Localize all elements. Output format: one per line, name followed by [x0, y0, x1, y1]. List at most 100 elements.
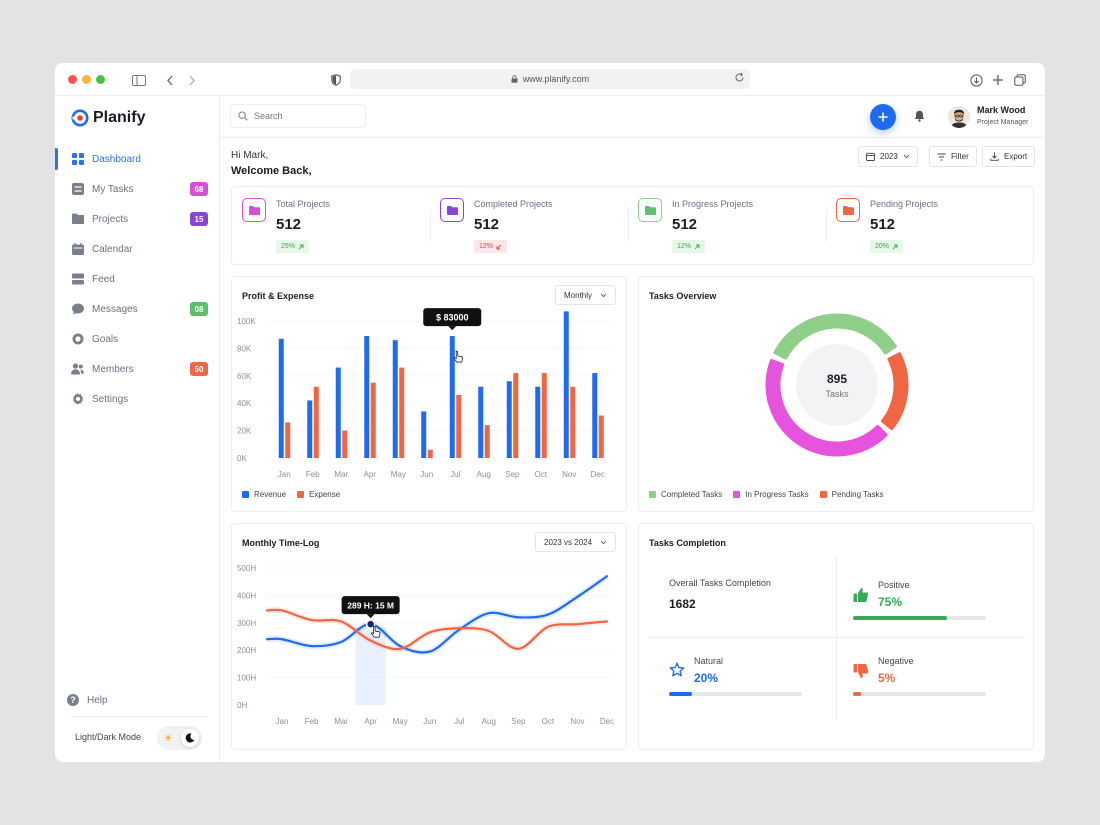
- gear-icon: [71, 392, 84, 405]
- sidebar-item-label: Dashboard: [92, 153, 141, 165]
- expense-bar[interactable]: [570, 386, 576, 458]
- search-input[interactable]: [254, 111, 354, 121]
- revenue-bar[interactable]: [506, 381, 512, 458]
- positive-label: Positive: [878, 580, 910, 590]
- in-progress-tasks-slice[interactable]: [765, 358, 888, 457]
- highlight-point[interactable]: [365, 619, 376, 629]
- bell-icon[interactable]: [914, 109, 925, 127]
- revenue-bar[interactable]: [592, 373, 598, 458]
- back-arrow-icon[interactable]: [162, 72, 178, 88]
- expense-bar[interactable]: [313, 386, 319, 458]
- stat-total-projects[interactable]: Total Projects 512 25%: [232, 187, 430, 266]
- expense-bar[interactable]: [427, 449, 433, 458]
- expense-bar[interactable]: [513, 373, 519, 458]
- theme-toggle[interactable]: ☀: [157, 726, 202, 750]
- y-tick-label: 20K: [237, 427, 252, 436]
- sidebar-item-goals[interactable]: Goals: [55, 324, 220, 354]
- shield-icon[interactable]: [328, 72, 344, 88]
- sun-icon[interactable]: ☀: [163, 732, 173, 745]
- sidebar-item-members[interactable]: Members 50: [55, 354, 220, 384]
- stat-pending-projects[interactable]: Pending Projects 512 20%: [826, 187, 1024, 266]
- stat-completed-projects[interactable]: Completed Projects 512 12%: [430, 187, 628, 266]
- hand-cursor-icon: [453, 350, 463, 363]
- download-icon[interactable]: [968, 72, 984, 88]
- tasks-icon: [71, 182, 84, 195]
- sidebar-item-my-tasks[interactable]: My Tasks 68: [55, 174, 220, 204]
- revenue-bar[interactable]: [421, 411, 427, 458]
- revenue-bar[interactable]: [335, 367, 341, 458]
- stat-change: 20%: [875, 243, 890, 250]
- add-button[interactable]: [870, 104, 896, 130]
- new-tab-icon[interactable]: [990, 72, 1006, 88]
- close-window-button[interactable]: [68, 75, 77, 84]
- sidebar-item-projects[interactable]: Projects 15: [55, 204, 220, 234]
- sidebar-item-feed[interactable]: Feed: [55, 264, 220, 294]
- natural-value: 20%: [694, 671, 719, 685]
- hand-cursor-icon: [371, 625, 381, 638]
- minimize-window-button[interactable]: [82, 75, 91, 84]
- expense-bar[interactable]: [342, 430, 348, 458]
- x-tick-label: Aug: [477, 470, 491, 479]
- legend-label: In Progress Tasks: [745, 490, 809, 499]
- revenue-bar[interactable]: [535, 386, 541, 458]
- revenue-bar[interactable]: [278, 338, 284, 458]
- donut-center: [796, 344, 878, 426]
- stat-change: 12%: [677, 243, 692, 250]
- x-tick-label: Sep: [511, 717, 526, 726]
- completed-tasks-slice[interactable]: [773, 313, 897, 360]
- expense-bar[interactable]: [541, 373, 547, 458]
- tabs-overview-icon[interactable]: [1012, 72, 1028, 88]
- arrow-up-right-icon: [694, 244, 700, 249]
- series-line-2[interactable]: [265, 608, 609, 651]
- revenue-bar[interactable]: [307, 400, 313, 458]
- search-box[interactable]: [230, 104, 366, 128]
- series-line-shadow: [266, 573, 609, 656]
- forward-arrow-icon[interactable]: [184, 72, 200, 88]
- revenue-bar[interactable]: [563, 311, 569, 458]
- avatar[interactable]: [948, 106, 970, 128]
- moon-icon[interactable]: [181, 729, 199, 747]
- browser-window: www.planify.com Planify: [55, 63, 1045, 762]
- period-dropdown[interactable]: Monthly: [555, 285, 617, 305]
- stat-label: Pending Projects: [870, 199, 939, 209]
- sidebar-item-settings[interactable]: Settings: [55, 384, 220, 414]
- pending-tasks-slice[interactable]: [880, 352, 909, 431]
- sidebar-toggle-icon[interactable]: [131, 72, 147, 88]
- expense-bar[interactable]: [285, 422, 291, 458]
- maximize-window-button[interactable]: [96, 75, 105, 84]
- x-tick-label: Dec: [600, 717, 614, 726]
- year-select[interactable]: 2023: [858, 146, 918, 167]
- sidebar-item-calendar[interactable]: Calendar: [55, 234, 220, 264]
- help-link[interactable]: ? Help: [67, 694, 108, 706]
- filter-icon: [937, 153, 946, 160]
- donut-total: 895: [827, 372, 847, 386]
- sidebar-item-dashboard[interactable]: Dashboard: [55, 144, 220, 174]
- expense-bar[interactable]: [484, 425, 490, 458]
- user-name: Mark Wood: [977, 105, 1026, 115]
- series-line-1[interactable]: [265, 575, 609, 654]
- x-tick-label: Apr: [364, 470, 377, 479]
- expense-bar[interactable]: [456, 394, 462, 458]
- revenue-bar[interactable]: [478, 386, 484, 458]
- sidebar-item-messages[interactable]: Messages 08: [55, 294, 220, 324]
- negative-progress-bar: [853, 692, 986, 696]
- revenue-bar[interactable]: [364, 336, 370, 458]
- expense-bar[interactable]: [399, 367, 405, 458]
- revenue-bar[interactable]: [392, 340, 398, 458]
- x-tick-label: Oct: [542, 717, 555, 726]
- stat-in-progress-projects[interactable]: In Progress Projects 512 12%: [628, 187, 826, 266]
- y-tick-label: 60K: [237, 372, 252, 381]
- expense-bar[interactable]: [370, 382, 376, 458]
- x-tick-label: Apr: [364, 717, 377, 726]
- comparison-dropdown[interactable]: 2023 vs 2024: [535, 532, 617, 552]
- expense-bar[interactable]: [598, 415, 604, 458]
- filter-button[interactable]: Filter: [929, 146, 977, 167]
- address-bar[interactable]: www.planify.com: [350, 69, 750, 89]
- logo[interactable]: Planify: [70, 108, 145, 128]
- revenue-bar[interactable]: [449, 336, 455, 458]
- y-tick-label: 40K: [237, 399, 252, 408]
- reload-icon[interactable]: [734, 72, 745, 85]
- card-title: Tasks Completion: [649, 538, 726, 548]
- export-button[interactable]: Export: [982, 146, 1036, 167]
- sidebar-item-label: Feed: [92, 273, 115, 285]
